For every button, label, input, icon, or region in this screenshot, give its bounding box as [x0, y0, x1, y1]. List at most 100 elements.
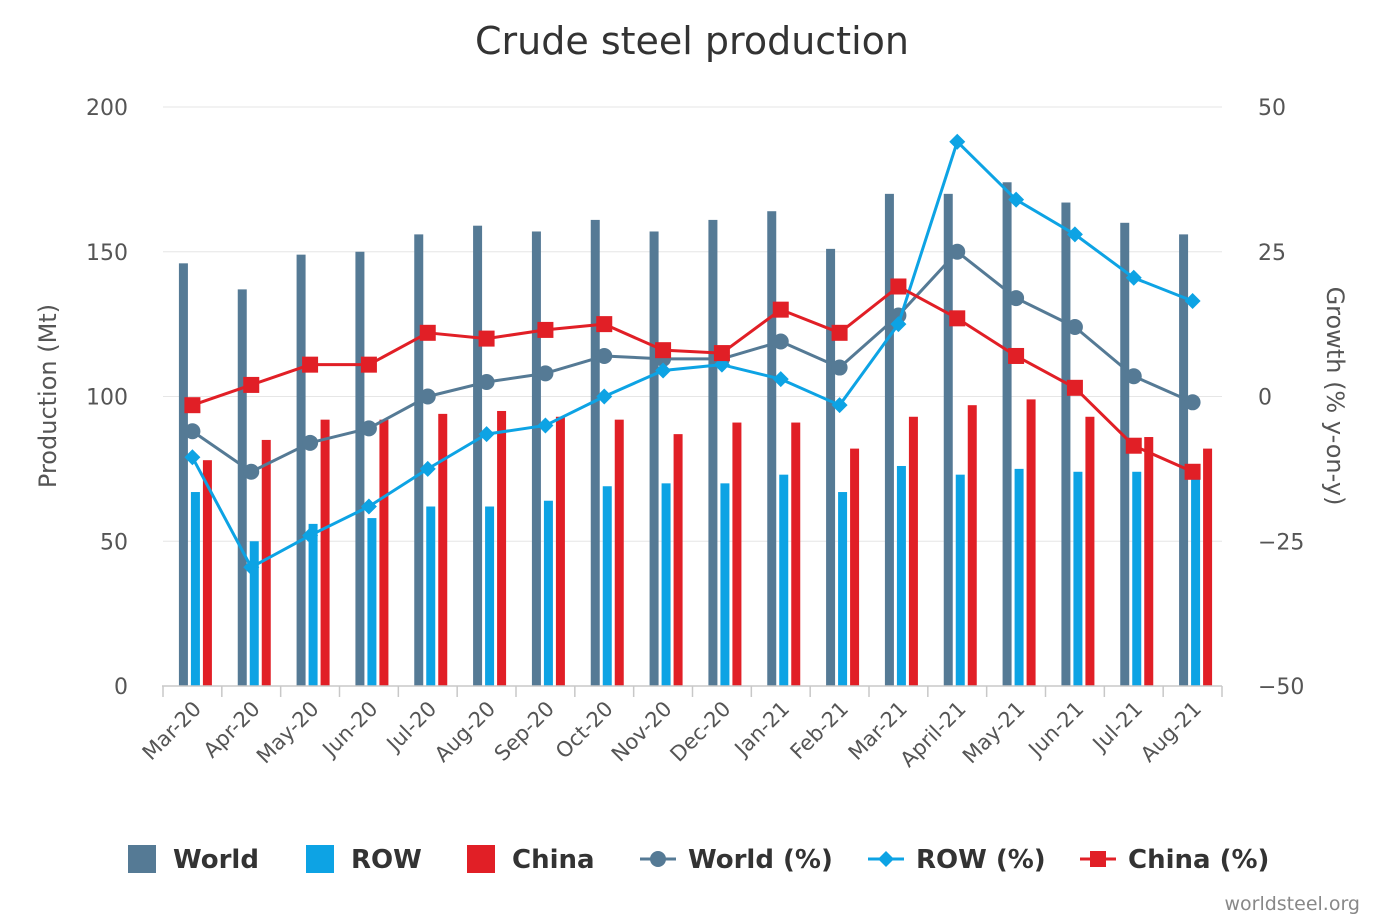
point-row: [596, 388, 613, 405]
point-world: [831, 359, 848, 376]
bar-world: [826, 248, 836, 687]
legend-marker: [878, 851, 894, 867]
bar-world: [590, 219, 600, 686]
bars-layer: [178, 182, 1213, 687]
y-tick-label: 0: [114, 675, 128, 700]
bar-china: [1203, 448, 1213, 686]
bar-row: [485, 506, 495, 686]
line-world: [191, 250, 1194, 474]
bar-world: [1179, 234, 1189, 686]
legend-swatch: [467, 845, 495, 873]
y-tick-label: 200: [86, 96, 128, 121]
legend-swatch: [128, 845, 156, 873]
bar-china: [791, 422, 801, 686]
x-tick-label: Feb-21: [786, 697, 854, 765]
point-row: [890, 316, 907, 333]
bar-china: [202, 460, 212, 686]
point-row: [1008, 191, 1025, 208]
point-china: [302, 356, 319, 373]
line-row: [191, 140, 1194, 569]
point-row: [419, 460, 436, 477]
point-china: [537, 321, 554, 338]
bar-china: [497, 410, 507, 686]
bar-china: [1144, 437, 1154, 686]
bar-row: [955, 474, 965, 686]
bar-row: [1073, 471, 1083, 686]
legend-label: ROW: [351, 845, 422, 875]
y2-axis-title: Growth (% y-on-y): [1321, 287, 1349, 506]
legend-item-china: China: [467, 845, 595, 875]
legend-label: World (%): [688, 845, 833, 875]
y2-tick-label: −25: [1258, 530, 1304, 555]
point-china: [772, 301, 789, 318]
bar-world: [237, 289, 247, 686]
bar-row: [720, 483, 730, 686]
point-world: [1008, 290, 1025, 307]
x-tick-label: Aug-21: [1136, 697, 1206, 767]
point-china: [1008, 347, 1025, 364]
point-china: [478, 330, 495, 347]
point-row: [537, 417, 554, 434]
x-tick-label: Sep-20: [490, 697, 559, 766]
x-tick-label: Oct-20: [551, 697, 618, 764]
y2-tick-label: −50: [1258, 675, 1304, 700]
bar-world: [943, 193, 953, 686]
bar-row: [602, 486, 612, 686]
bar-china: [379, 419, 389, 686]
y-axis-title: Production (Mt): [34, 304, 62, 488]
point-world: [302, 434, 319, 451]
y2-tick-label: 0: [1258, 386, 1272, 411]
bar-china: [614, 419, 624, 686]
y2-tick-label: 25: [1258, 241, 1286, 266]
bar-world: [414, 234, 424, 686]
bar-china: [732, 422, 742, 686]
bar-row: [896, 465, 906, 686]
bar-china: [1026, 399, 1036, 686]
point-row: [772, 371, 789, 388]
bar-china: [555, 416, 565, 686]
bar-china: [261, 439, 271, 686]
bar-world: [767, 211, 777, 686]
bar-china: [320, 419, 330, 686]
bar-row: [426, 506, 436, 686]
x-tick-label: Nov-20: [607, 697, 677, 767]
bar-world: [1120, 222, 1130, 687]
line-china: [191, 284, 1194, 474]
legend-item-row: ROW: [306, 845, 422, 875]
x-tick-label: May-20: [252, 697, 324, 769]
bar-world: [296, 254, 306, 686]
x-tick-label: Aug-20: [430, 697, 500, 767]
y-tick-label: 100: [86, 386, 128, 411]
point-world: [360, 420, 377, 437]
x-tick-label: Jun-21: [1023, 697, 1089, 763]
bar-world: [649, 231, 659, 687]
point-china: [360, 356, 377, 373]
point-china: [596, 316, 613, 333]
grid-layer: [163, 106, 1222, 542]
bar-row: [1191, 468, 1201, 686]
point-row: [831, 397, 848, 414]
bar-row: [779, 474, 789, 686]
point-china: [831, 324, 848, 341]
legend-swatch: [306, 845, 334, 873]
y2-tick-label: 50: [1258, 96, 1286, 121]
point-row: [184, 449, 201, 466]
chart-title: Crude steel production: [475, 19, 909, 63]
lines-layer: [184, 133, 1201, 576]
x-tick-label: Jan-21: [729, 697, 795, 763]
point-china: [713, 345, 730, 362]
point-row: [478, 426, 495, 443]
bar-world: [473, 225, 483, 686]
x-tick-label: Mar-20: [138, 697, 206, 765]
y-tick-label: 50: [100, 530, 128, 555]
point-china: [419, 324, 436, 341]
point-world: [1066, 319, 1083, 336]
bar-china: [850, 448, 860, 686]
x-tick-label: Dec-20: [665, 697, 735, 767]
bar-row: [308, 523, 318, 686]
bar-row: [1014, 468, 1024, 686]
point-row: [1125, 269, 1142, 286]
point-world: [184, 423, 201, 440]
point-row: [949, 133, 966, 150]
